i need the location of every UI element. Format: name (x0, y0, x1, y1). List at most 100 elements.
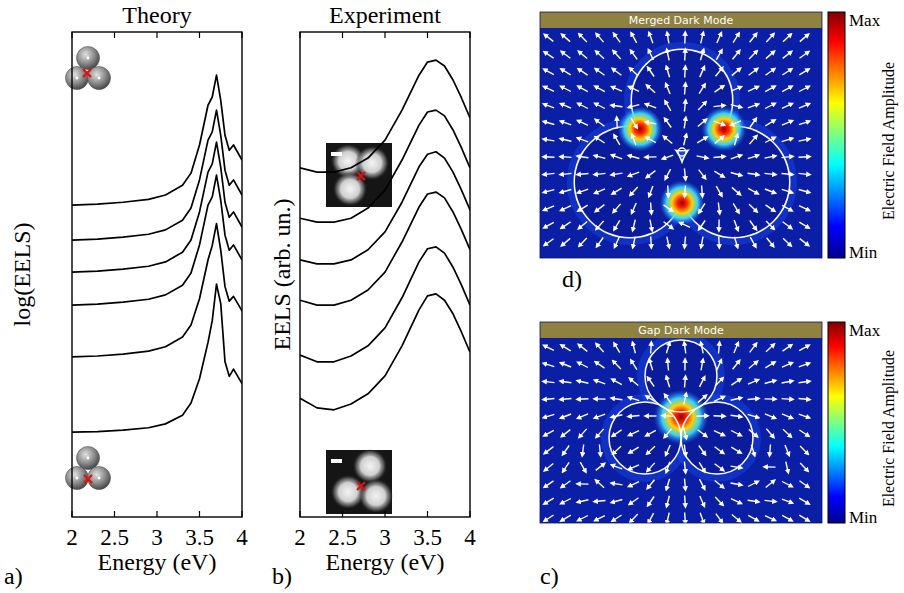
field-arrow (748, 515, 758, 520)
field-arrow (544, 122, 555, 125)
field-arrow (596, 344, 603, 352)
field-arrow (612, 155, 622, 159)
field-arrow (629, 397, 639, 400)
field-arrow (698, 395, 706, 402)
field-arrow (782, 189, 792, 192)
field-arrow (596, 362, 605, 368)
field-arrow (561, 139, 572, 142)
field-arrow (799, 381, 810, 382)
field-arrow (647, 463, 654, 471)
colorbar-title: Electric Field Amplitude (880, 62, 898, 220)
field-arrow (765, 516, 775, 521)
field-arrow (544, 222, 554, 227)
field-ground (540, 12, 822, 258)
spectrum-line (72, 75, 242, 205)
eels-panel: 22.533.54TheoryEnergy (eV)log(EELS)a) (4, 2, 248, 589)
field-arrow (800, 481, 809, 487)
field-arrow (616, 118, 618, 129)
x-tick (241, 32, 242, 38)
field-arrow (782, 515, 792, 520)
field-arrow (561, 381, 572, 383)
beam-position (357, 172, 365, 180)
center-ring (678, 148, 686, 156)
x-tick-label: 3.5 (185, 525, 214, 550)
field-arrow (697, 415, 708, 417)
field-arrow (578, 500, 589, 503)
field-arrow (595, 86, 605, 91)
field-arrow (631, 118, 637, 127)
image-ground (326, 143, 392, 207)
field-arrow (684, 428, 687, 439)
field-arrow (562, 52, 571, 59)
field-arrow (782, 104, 792, 109)
field-arrow (684, 135, 687, 146)
field-arrow (684, 50, 686, 61)
field-arrow (633, 237, 635, 248)
particle-outline (609, 402, 681, 474)
field-arrow (799, 222, 808, 228)
inset-image (326, 143, 392, 207)
field-arrow (561, 69, 570, 75)
field-arrow (629, 156, 640, 159)
colorbar-max: Max (849, 11, 881, 30)
field-arrow (666, 84, 670, 94)
field-arrow (665, 429, 672, 437)
field-arrow (629, 465, 639, 469)
curves (72, 75, 242, 432)
spectrum-line (72, 284, 242, 432)
field-arrow (731, 447, 740, 453)
field-arrow (684, 513, 686, 524)
field-arrow (750, 34, 757, 43)
panel-letter: d) (562, 266, 582, 292)
inset-image (326, 449, 393, 514)
x-tick (384, 32, 385, 38)
field-arrow (596, 429, 603, 437)
x-tick-label: 3 (379, 525, 391, 550)
field-arrow (700, 50, 703, 61)
field-arrow (782, 86, 792, 91)
field-arrow (561, 104, 571, 108)
field-arrow (685, 377, 686, 388)
field-arrow (731, 415, 742, 417)
field-arrow (578, 69, 587, 75)
field-arrow (578, 483, 589, 485)
field-arrow (766, 481, 775, 488)
field-arrow (765, 500, 776, 501)
field-arrow (714, 415, 725, 417)
field-arrow (684, 445, 685, 456)
field-arrow (648, 378, 654, 387)
x-tick (342, 511, 343, 517)
field-arrow (684, 33, 686, 44)
field-arrow (613, 51, 620, 59)
field-arrow (700, 67, 704, 77)
x-tick-label: 4 (464, 525, 476, 550)
field-arrow (786, 462, 788, 473)
field-arrow (715, 378, 723, 386)
field-arrow (578, 104, 588, 109)
field-arrow (684, 496, 686, 507)
beam-position (357, 482, 365, 490)
field-arrow (799, 414, 809, 418)
field-arrow (701, 237, 703, 248)
field-arrow (629, 172, 639, 176)
field-arrow (647, 85, 655, 92)
field-arrow (701, 343, 703, 354)
x-tick-label: 2.5 (328, 525, 357, 550)
field-arrow (715, 464, 724, 471)
y-axis-title: log(EELS) (9, 223, 35, 327)
x-tick (156, 511, 157, 517)
x-tick-label: 4 (236, 525, 248, 550)
field-arrow (783, 429, 791, 437)
x-tick (469, 32, 470, 38)
field-arrow (731, 499, 741, 504)
field-arrow (544, 156, 555, 158)
field-arrow (629, 447, 638, 453)
field-arrow (748, 173, 759, 175)
field-arrow (561, 190, 572, 193)
field-arrow (800, 34, 808, 41)
field-arrow (782, 138, 793, 141)
x-tick (71, 32, 72, 38)
field-arrow (579, 345, 588, 352)
field-arrow (544, 515, 553, 521)
field-arrow (715, 86, 724, 92)
